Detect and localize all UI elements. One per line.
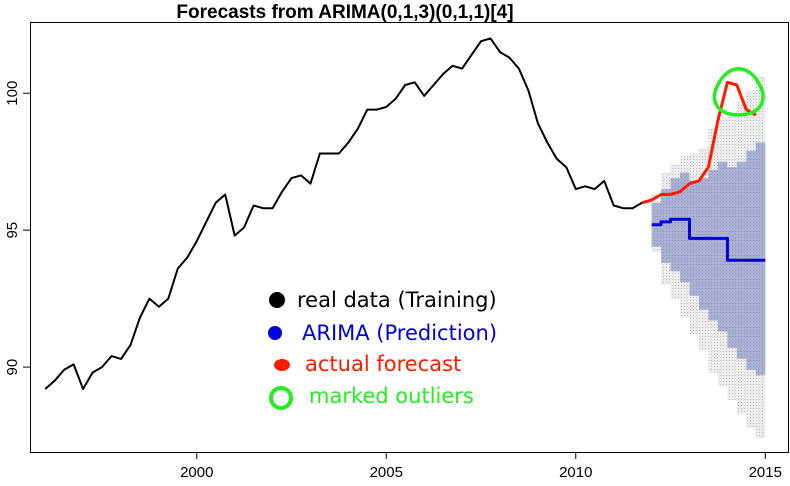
band-80 xyxy=(651,142,766,376)
x-tick-label: 2010 xyxy=(559,464,592,481)
annotations xyxy=(712,67,765,117)
legend-item-prediction: ARIMA (Prediction) xyxy=(268,321,497,345)
y-tick-label: 90 xyxy=(4,359,21,376)
y-tick-label: 95 xyxy=(4,222,21,239)
plot-frame xyxy=(30,22,789,453)
legend-label-actual: actual forecast xyxy=(305,352,461,376)
y-axis: 90 95 100 xyxy=(4,81,30,376)
chart-title: Forecasts from ARIMA(0,1,3)(0,1,1)[4] xyxy=(176,2,513,23)
x-tick-label: 2005 xyxy=(370,464,403,481)
legend-marker-outliers xyxy=(269,386,293,410)
series-line-training xyxy=(44,37,643,390)
legend-label-outliers: marked outliers xyxy=(309,384,474,408)
legend-marker-prediction xyxy=(268,326,282,340)
legend-marker-training xyxy=(269,292,285,308)
x-axis: 2000 2005 2010 2015 xyxy=(180,452,782,481)
legend-item-actual: actual forecast xyxy=(274,352,461,376)
legend: real data (Training) ARIMA (Prediction) … xyxy=(268,288,497,410)
prediction-intervals xyxy=(651,76,766,439)
series-lines xyxy=(44,37,766,390)
legend-label-training: real data (Training) xyxy=(297,288,497,312)
series-line-actual xyxy=(641,80,757,205)
outlier-marker xyxy=(712,67,765,117)
legend-item-training: real data (Training) xyxy=(269,288,497,312)
legend-item-outliers: marked outliers xyxy=(269,384,474,410)
series-line-prediction xyxy=(651,217,766,262)
legend-marker-actual xyxy=(274,359,290,371)
x-tick-label: 2015 xyxy=(749,464,782,481)
x-tick-label: 2000 xyxy=(180,464,213,481)
y-tick-label: 100 xyxy=(4,81,21,106)
legend-label-prediction: ARIMA (Prediction) xyxy=(302,321,497,345)
